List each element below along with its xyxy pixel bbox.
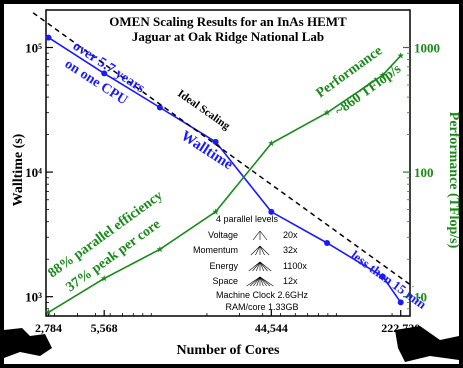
plot-frame	[45, 9, 411, 317]
tree-branch	[250, 245, 261, 256]
performance-point	[100, 275, 108, 282]
inset-clock: Machine Clock 2.6GHz	[216, 290, 309, 300]
walltime-point	[156, 104, 163, 111]
performance-point	[397, 52, 404, 59]
x-tick-label: 5,568	[91, 321, 118, 335]
inset-level-label: Energy	[209, 261, 238, 271]
ideal-scaling-line	[32, 12, 414, 288]
performance-point	[45, 308, 52, 316]
x-tick-label: 44,544	[255, 321, 288, 335]
inset-ram: RAM/core 1.33GB	[225, 302, 298, 312]
walltime-point	[45, 34, 52, 41]
tree-branch	[259, 276, 274, 287]
walltime-point	[268, 208, 275, 215]
inset-title: 4 parallel levels	[216, 214, 279, 224]
y-left-ticks: 10³ 10⁴ 10⁵	[25, 41, 53, 310]
tree-branch	[249, 276, 261, 287]
tree-branch	[259, 261, 265, 272]
inset-level-value: 12x	[283, 276, 298, 286]
y-left-tick-label: 10⁴	[25, 165, 42, 180]
chart-background	[4, 4, 459, 316]
performance-point	[212, 208, 219, 215]
inset-level-value: 1100x	[283, 261, 307, 271]
series-layer	[32, 12, 414, 316]
x-tick-label: 2,784	[35, 321, 62, 335]
parallel-levels-inset: 4 parallel levels Voltage 20x Momentum 3…	[193, 214, 309, 312]
inset-level-value: 20x	[283, 230, 298, 240]
y-right-tick-label: 1000	[414, 41, 440, 56]
y-left-tick-label: 10⁵	[25, 41, 42, 56]
chart-subtitle: Jaguar at Oak Ridge National Lab	[132, 29, 324, 44]
inset-level-label: Voltage	[208, 230, 238, 240]
chart-title: OMEN Scaling Results for an InAs HEMT	[109, 14, 347, 29]
walltime-point	[324, 239, 331, 246]
x-tick-label: 222,720	[381, 321, 420, 335]
xaxis-background	[4, 316, 459, 364]
walltime-point	[212, 138, 219, 145]
walltime-point	[379, 273, 386, 280]
performance-point	[268, 139, 275, 147]
tree-branch	[252, 230, 261, 241]
performance-point	[379, 71, 387, 78]
performance-line	[48, 55, 402, 313]
tree-branch	[248, 261, 261, 272]
y-right-tick-label: 100	[414, 165, 434, 180]
tree-branch	[255, 245, 261, 256]
performance-point	[323, 109, 331, 116]
tree-branch	[252, 261, 261, 272]
tree-branch	[255, 261, 261, 272]
performance-point	[156, 245, 164, 253]
x-axis-label: Number of Cores	[177, 343, 280, 358]
y-right-axis-label: Performance (TFlop/s)	[446, 112, 461, 249]
tree-branch	[259, 261, 272, 272]
tree-branch	[253, 276, 261, 287]
tree-branch	[259, 261, 268, 272]
tree-branch	[246, 276, 261, 287]
inset-level-label: Momentum	[193, 245, 238, 255]
tree-branch	[259, 245, 265, 256]
y-left-tick-label: 10³	[25, 290, 42, 305]
inset-level-label: Space	[212, 276, 238, 286]
x-ticks: 2,784 5,568 44,544 222,720	[35, 310, 420, 335]
border-artifact-right	[395, 326, 459, 362]
tree-branch	[256, 276, 261, 287]
tree-branch	[259, 276, 267, 287]
inset-level-value: 32x	[283, 245, 298, 255]
tree-branch	[259, 276, 264, 287]
tree-branch	[259, 245, 270, 256]
y-right-tick-label: 10	[414, 290, 427, 305]
tree-branch	[259, 230, 268, 241]
border-artifact-left	[4, 328, 52, 358]
walltime-point	[397, 299, 404, 306]
y-right-ticks: 10 100 1000	[403, 41, 440, 310]
tree-branch	[259, 276, 271, 287]
inset-tree-icon	[246, 230, 274, 287]
walltime-point	[101, 70, 108, 77]
y-left-axis-label: Walltime (s)	[11, 133, 26, 206]
